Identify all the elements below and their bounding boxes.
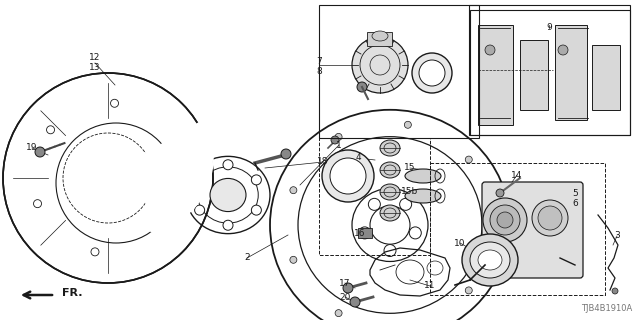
Bar bbox=[319, 5, 479, 138]
Wedge shape bbox=[138, 121, 213, 232]
Ellipse shape bbox=[380, 184, 400, 200]
Ellipse shape bbox=[490, 205, 520, 235]
Ellipse shape bbox=[532, 200, 568, 236]
Circle shape bbox=[281, 149, 291, 159]
Text: 3: 3 bbox=[614, 231, 620, 241]
Ellipse shape bbox=[497, 212, 513, 228]
Text: 16: 16 bbox=[355, 228, 365, 237]
Circle shape bbox=[35, 147, 45, 157]
Text: 6: 6 bbox=[572, 198, 578, 207]
Circle shape bbox=[335, 310, 342, 316]
Circle shape bbox=[358, 227, 371, 239]
Ellipse shape bbox=[419, 60, 445, 86]
Ellipse shape bbox=[412, 53, 452, 93]
Circle shape bbox=[496, 189, 504, 197]
Text: 11: 11 bbox=[424, 282, 436, 291]
Circle shape bbox=[33, 200, 42, 208]
Circle shape bbox=[252, 175, 261, 185]
Circle shape bbox=[612, 288, 618, 294]
Circle shape bbox=[290, 256, 297, 263]
Circle shape bbox=[350, 297, 360, 307]
Ellipse shape bbox=[380, 205, 400, 221]
Circle shape bbox=[490, 221, 497, 228]
Circle shape bbox=[343, 283, 353, 293]
Text: 13: 13 bbox=[89, 63, 100, 73]
Text: 14: 14 bbox=[511, 171, 523, 180]
Ellipse shape bbox=[210, 179, 246, 212]
Circle shape bbox=[252, 205, 261, 215]
Text: 18: 18 bbox=[317, 157, 329, 166]
Circle shape bbox=[485, 45, 495, 55]
Text: 8: 8 bbox=[316, 68, 322, 76]
FancyBboxPatch shape bbox=[482, 182, 583, 278]
Text: 9: 9 bbox=[546, 23, 552, 33]
Bar bbox=[555, 25, 587, 120]
Circle shape bbox=[290, 187, 297, 194]
Text: 19: 19 bbox=[26, 143, 38, 153]
Circle shape bbox=[369, 198, 380, 210]
Circle shape bbox=[335, 133, 342, 140]
Bar bbox=[592, 45, 620, 110]
Ellipse shape bbox=[330, 158, 366, 194]
Bar bbox=[367, 32, 392, 46]
Circle shape bbox=[223, 220, 233, 230]
Ellipse shape bbox=[405, 169, 441, 183]
Ellipse shape bbox=[470, 242, 510, 278]
Bar bbox=[319, 138, 430, 255]
Circle shape bbox=[223, 160, 233, 170]
Text: 1: 1 bbox=[336, 140, 342, 149]
Ellipse shape bbox=[372, 31, 388, 41]
Ellipse shape bbox=[478, 250, 502, 270]
Text: 5: 5 bbox=[572, 188, 578, 197]
Text: FR.: FR. bbox=[62, 288, 83, 298]
Bar bbox=[520, 40, 548, 110]
Text: 4: 4 bbox=[355, 154, 361, 163]
Circle shape bbox=[195, 175, 205, 185]
Text: 10: 10 bbox=[454, 238, 466, 247]
Bar bbox=[358, 228, 372, 238]
Circle shape bbox=[384, 244, 396, 257]
Bar bbox=[430, 163, 605, 295]
Circle shape bbox=[331, 136, 339, 144]
Text: 20: 20 bbox=[339, 292, 351, 301]
Circle shape bbox=[399, 198, 412, 210]
Circle shape bbox=[195, 205, 205, 215]
Circle shape bbox=[91, 248, 99, 256]
Text: 17: 17 bbox=[339, 278, 351, 287]
Text: 7: 7 bbox=[316, 58, 322, 67]
Text: 12: 12 bbox=[90, 53, 100, 62]
Ellipse shape bbox=[538, 206, 562, 230]
Ellipse shape bbox=[380, 162, 400, 178]
Circle shape bbox=[111, 99, 118, 107]
Text: TJB4B1910A: TJB4B1910A bbox=[580, 304, 632, 313]
Ellipse shape bbox=[483, 198, 527, 242]
Circle shape bbox=[465, 287, 472, 294]
Bar bbox=[478, 25, 513, 125]
Text: 15: 15 bbox=[404, 164, 416, 172]
Circle shape bbox=[357, 82, 367, 92]
Circle shape bbox=[47, 126, 54, 134]
Ellipse shape bbox=[380, 140, 400, 156]
Circle shape bbox=[465, 156, 472, 163]
Ellipse shape bbox=[462, 234, 518, 286]
Bar bbox=[469, 5, 630, 135]
Circle shape bbox=[410, 227, 421, 239]
Text: 15b: 15b bbox=[401, 188, 419, 196]
Circle shape bbox=[558, 45, 568, 55]
Ellipse shape bbox=[352, 37, 408, 93]
Circle shape bbox=[404, 121, 412, 128]
Ellipse shape bbox=[405, 189, 441, 203]
Ellipse shape bbox=[322, 150, 374, 202]
Text: 2: 2 bbox=[244, 253, 250, 262]
